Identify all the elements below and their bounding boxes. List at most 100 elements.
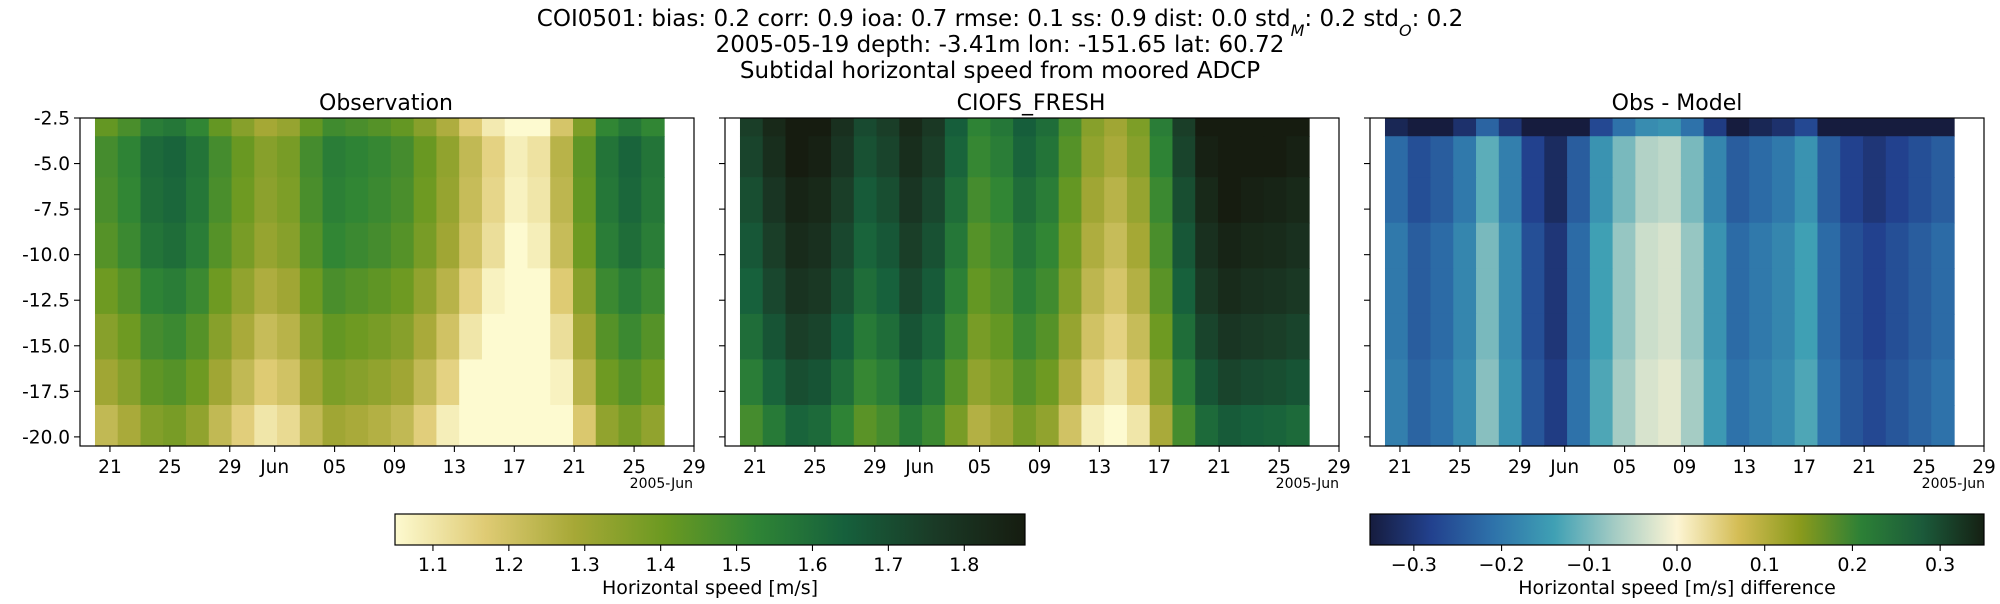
heatmap-cell — [762, 118, 787, 137]
heatmap-cell — [1081, 313, 1105, 361]
heatmap-cell — [299, 222, 324, 269]
heatmap-cell — [1794, 359, 1819, 406]
heatmap-cell — [504, 313, 529, 361]
heatmap-cell — [1035, 177, 1060, 224]
heatmap-cell — [1476, 313, 1500, 361]
heatmap-cell — [1749, 405, 1773, 447]
heatmap-cell — [1749, 268, 1773, 315]
heatmap-cell — [1058, 177, 1083, 224]
heatmap-cell — [944, 313, 969, 361]
x-axis-difference: 21 25 29 Jun 05 09 13 17 21 25 29 — [1388, 446, 1996, 478]
heatmap-cell — [1726, 136, 1750, 178]
heatmap-cell — [459, 222, 483, 269]
axes-frame-observation — [79, 117, 695, 447]
heatmap-cell — [1908, 136, 1932, 178]
heatmap-cell — [390, 268, 415, 315]
heatmap-cell — [1195, 222, 1219, 269]
heatmap-cell — [762, 222, 787, 269]
heatmap-cell — [1612, 405, 1636, 447]
heatmap-cell — [1885, 222, 1910, 269]
panel-title-model: CIOFS_FRESH — [957, 91, 1106, 116]
heatmap-cell — [1476, 405, 1500, 447]
heatmap-cell — [1407, 136, 1432, 178]
heatmap-cell — [853, 405, 878, 447]
heatmap-cell — [853, 268, 878, 315]
heatmap-cell — [390, 359, 415, 406]
heatmap-cell — [1453, 118, 1477, 137]
heatmap-cell — [944, 177, 969, 224]
heatmap-cell — [504, 268, 529, 315]
heatmap-cell — [1058, 118, 1083, 137]
x-tick-label: 05 — [1613, 457, 1637, 478]
heatmap-cell — [1384, 268, 1409, 315]
colorbar-speed-gradient — [394, 513, 1026, 546]
heatmap-cell — [1840, 118, 1864, 137]
heatmap-cell — [1498, 222, 1523, 269]
heatmap-cell — [345, 359, 369, 406]
heatmap-cell — [390, 405, 415, 447]
heatmap-cell — [231, 359, 255, 406]
heatmap-cell — [1195, 177, 1219, 224]
x-tick-label: 09 — [1028, 457, 1052, 478]
heatmap-cell — [1498, 359, 1523, 406]
heatmap-cell — [1149, 222, 1174, 269]
heatmap-cell — [413, 136, 438, 178]
heatmap-cell — [504, 136, 529, 178]
colorbar-difference: −0.3 −0.2 −0.1 0.0 0.1 0.2 0.3 Horizontal spee… — [1369, 513, 1985, 599]
heatmap-cell — [163, 313, 187, 361]
heatmap-cell — [595, 359, 620, 406]
heatmap-cell — [595, 222, 620, 269]
heatmap-cell — [1635, 405, 1659, 447]
heatmap-cell — [1863, 405, 1887, 447]
heatmap-cell — [1726, 222, 1750, 269]
heatmap-cell — [1612, 222, 1636, 269]
heatmap-cell — [1612, 313, 1636, 361]
heatmap-cell — [1286, 359, 1310, 406]
heatmap-cell — [1384, 177, 1409, 224]
heatmap-cell — [322, 313, 346, 361]
heatmap-cell — [436, 405, 460, 447]
x-tick-label: Jun — [904, 457, 934, 478]
heatmap-cell — [1149, 313, 1174, 361]
heatmap-cell — [808, 268, 832, 315]
heatmap-cell — [94, 222, 119, 269]
heatmap-cell — [1126, 118, 1151, 137]
heatmap-cell — [573, 359, 597, 406]
heatmap-cell — [1081, 222, 1105, 269]
colorbar-speed: 1.1 1.2 1.3 1.4 1.5 1.6 1.7 1.8 Horizontal spee… — [394, 513, 1026, 599]
heatmap-cell — [322, 222, 346, 269]
heatmap-cell — [762, 405, 787, 447]
heatmap-cell — [413, 359, 438, 406]
heatmap-cell — [1680, 177, 1705, 224]
heatmap-cell — [1430, 405, 1454, 447]
y-tick-label: -17.5 — [22, 382, 70, 403]
heatmap-cell — [618, 177, 642, 224]
heatmap-cell — [1908, 405, 1932, 447]
heatmap-cell — [876, 136, 900, 178]
heatmap-cell — [876, 268, 900, 315]
heatmap-cell — [1058, 359, 1083, 406]
heatmap-cell — [1195, 313, 1219, 361]
colorbar-difference-label: Horizontal speed [m/s] difference — [1518, 577, 1836, 599]
heatmap-cell — [1035, 313, 1060, 361]
heatmap-cell — [1749, 359, 1773, 406]
heatmap-cell — [1218, 177, 1242, 224]
heatmap-cell — [254, 177, 278, 224]
x-tick-label: Jun — [1549, 457, 1579, 478]
heatmap-cell — [1794, 177, 1819, 224]
heatmap-cell — [1384, 359, 1409, 406]
heatmap-cell — [1635, 313, 1659, 361]
heatmap-cell — [140, 405, 164, 447]
panel-title-observation: Observation — [319, 91, 453, 116]
heatmap-cell — [1126, 136, 1151, 178]
heatmap-cell — [1172, 359, 1196, 406]
heatmap-cell — [1612, 268, 1636, 315]
heatmap-cell — [1749, 313, 1773, 361]
heatmap-cell — [1498, 268, 1523, 315]
heatmap-cell — [831, 177, 855, 224]
x-tick-label: 09 — [383, 457, 407, 478]
heatmap-cell — [390, 177, 415, 224]
heatmap-cell — [208, 136, 233, 178]
heatmap-cell — [899, 268, 923, 315]
